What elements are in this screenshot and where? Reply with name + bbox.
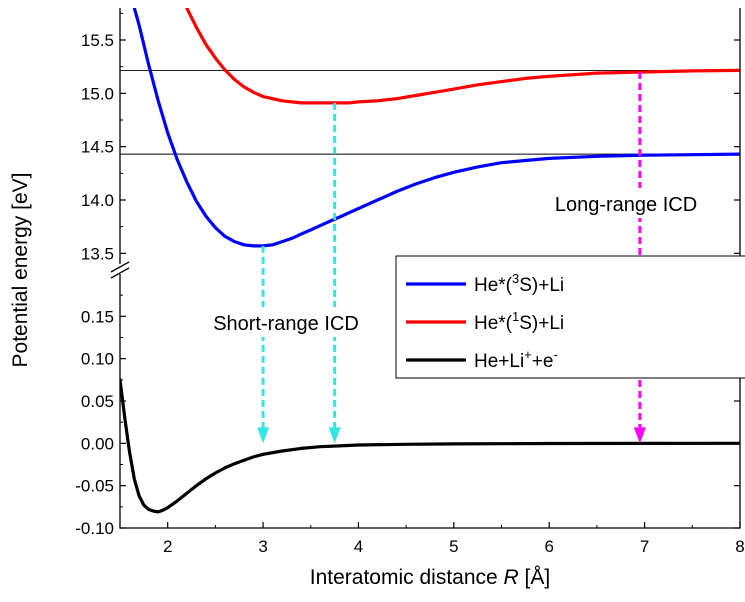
x-tick-label-0: 2: [163, 537, 172, 556]
series-line-1: [185, 8, 740, 105]
icd-arrow-head-2: [633, 427, 646, 444]
y-upper-tick-label-4: 15.5: [81, 31, 114, 50]
x-axis-title: Interatomic distance R [Å]: [310, 566, 550, 589]
series-layer: [120, 8, 740, 514]
icd-arrow-1: [328, 102, 341, 444]
y-lower-tick-label-0: -0.10: [75, 519, 114, 538]
x-tick-label-6: 8: [735, 537, 744, 556]
series-line-2: [120, 378, 740, 514]
y-lower-tick-label-2: 0.00: [81, 434, 114, 453]
legend-label-0: He*(3S)+Li: [474, 271, 564, 296]
long-range-icd-label: Long-range ICD: [555, 194, 697, 216]
y-axis-ticks-lower: -0.10 -0.05 0.00 0.05 0.10 0.15: [75, 294, 740, 538]
y-upper-tick-label-3: 15.0: [81, 84, 114, 103]
legend-label-2: He+Li++e-: [474, 347, 558, 372]
short-range-label-bg: [186, 307, 384, 337]
x-axis-ticks: 2 3 4 5 6 7 8: [119, 522, 745, 556]
y-upper-tick-label-0: 13.5: [81, 244, 114, 263]
icd-arrow-head-0: [257, 427, 270, 444]
short-range-icd-label: Short-range ICD: [213, 313, 359, 335]
x-tick-label-3: 5: [449, 537, 458, 556]
y-lower-tick-label-3: 0.05: [81, 392, 114, 411]
series-line-0: [132, 8, 740, 248]
long-range-label-bg: [528, 188, 724, 218]
legend: He*(3S)+Li He*(1S)+Li He+Li++e-: [395, 255, 745, 379]
y-upper-tick-label-2: 14.5: [81, 138, 114, 157]
legend-label-1: He*(1S)+Li: [474, 309, 564, 334]
legend-box: [395, 255, 745, 379]
x-tick-label-4: 6: [544, 537, 553, 556]
icd-arrow-head-1: [328, 427, 341, 444]
x-tick-label-1: 3: [258, 537, 267, 556]
y-lower-tick-label-5: 0.15: [81, 307, 114, 326]
y-lower-tick-label-1: -0.05: [75, 477, 114, 496]
icd-arrow-0: [257, 245, 270, 444]
reference-lines: [120, 69, 740, 155]
x-tick-label-5: 7: [640, 537, 649, 556]
y-lower-tick-label-4: 0.10: [81, 350, 114, 369]
y-axis-title: Potential energy [eV]: [9, 173, 32, 368]
y-upper-tick-label-1: 14.0: [81, 191, 114, 210]
x-tick-label-2: 4: [354, 537, 363, 556]
y-axis-ticks-upper: 13.5 14.0 14.5 15.0 15.5: [81, 12, 740, 263]
